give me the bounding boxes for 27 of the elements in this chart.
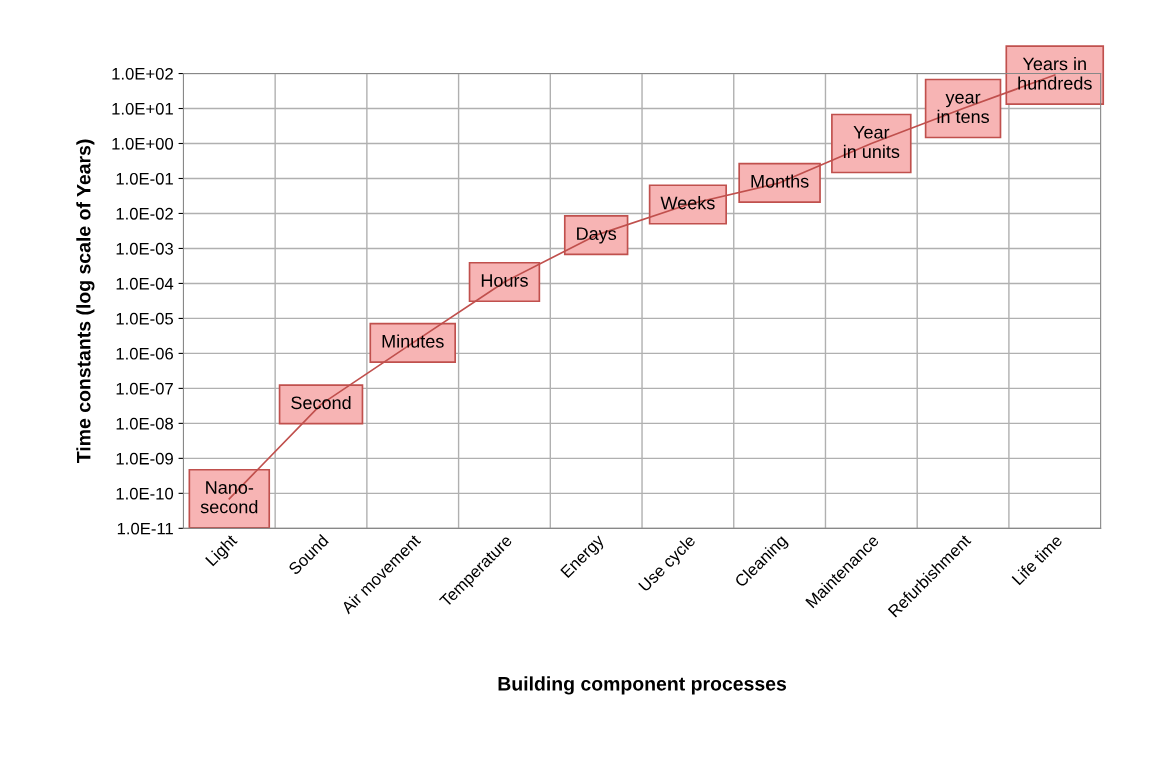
y-tick-label: 1.0E-10	[116, 487, 174, 500]
y-tick-label: 1.0E-05	[116, 312, 174, 325]
data-label: Days	[577, 227, 617, 244]
y-tick-label: 1.0E+00	[112, 137, 174, 150]
y-tick-label: 1.0E-03	[116, 242, 173, 255]
y-tick-label: 1.0E-06	[116, 347, 173, 360]
y-tick-label: 1.0E-07	[116, 382, 173, 395]
data-label: Months	[751, 174, 809, 188]
y-tick-label: 1.0E-02	[116, 207, 173, 220]
y-tick-label: 1.0E-09	[116, 452, 173, 465]
y-axis-title: Time constants (log scale of Years)	[76, 139, 95, 463]
y-tick-label: 1.0E-08	[116, 417, 173, 430]
data-label: Year in units	[843, 126, 900, 159]
data-label: Weeks	[660, 196, 715, 210]
x-axis-title: Building component processes	[498, 676, 787, 695]
data-label: Nano- second	[200, 481, 258, 514]
y-tick-label: 1.0E+01	[112, 102, 173, 115]
data-label: Years in hundreds	[1018, 56, 1092, 90]
y-tick-label: 1.0E+02	[112, 67, 173, 80]
y-tick-label: 1.0E-04	[116, 277, 174, 290]
y-tick-label: 1.0E-01	[116, 172, 173, 185]
data-label: Second	[291, 395, 351, 410]
data-label: year in tens	[937, 93, 989, 124]
data-label: Hours	[481, 274, 528, 287]
y-tick-label: 1.0E-11	[117, 522, 173, 535]
data-label: Minutes	[382, 334, 444, 348]
x-tick-label: Life time	[1011, 533, 1063, 586]
